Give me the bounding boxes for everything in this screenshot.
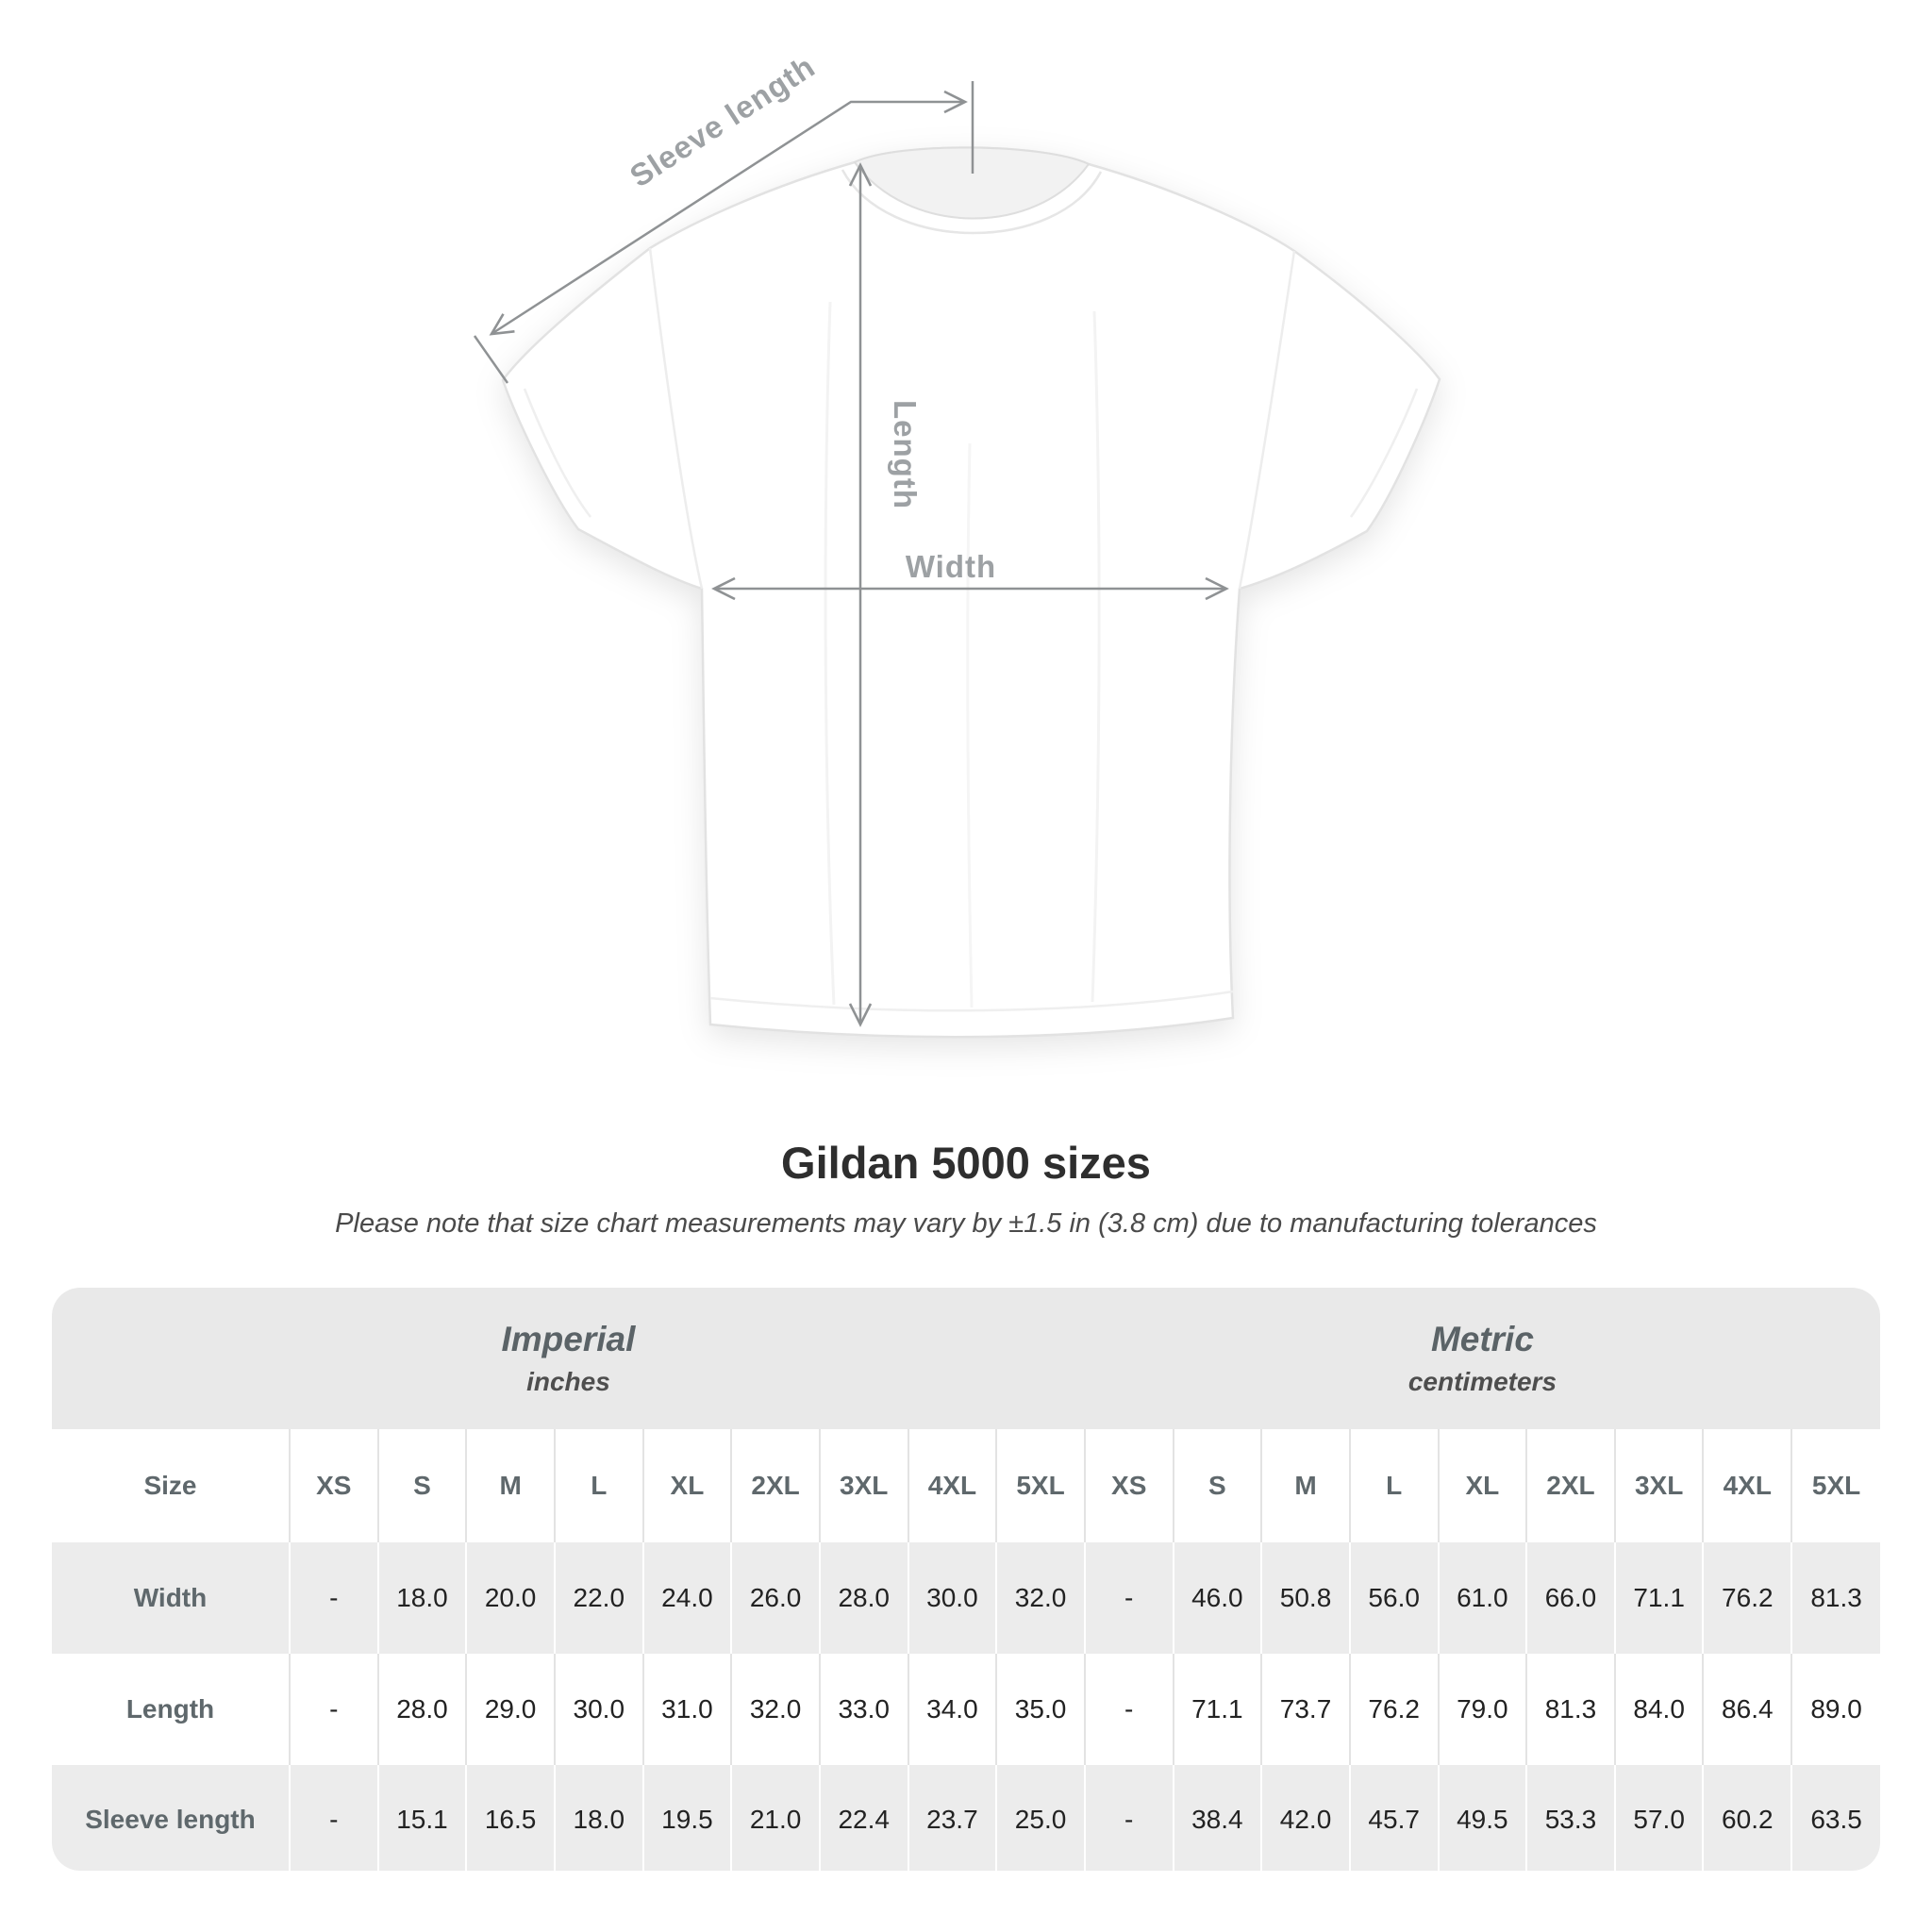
size-col-header: 2XL <box>1525 1429 1615 1542</box>
size-value-cell: - <box>288 1765 378 1871</box>
size-col-header: XS <box>288 1429 378 1542</box>
size-value-cell: 89.0 <box>1790 1654 1880 1765</box>
size-value-cell: 71.1 <box>1172 1654 1262 1765</box>
size-value-cell: 76.2 <box>1348 1654 1439 1765</box>
size-header-row: Size XS S M L XL 2XL 3XL 4XL 5XL XS S M … <box>52 1429 1880 1542</box>
size-chart-table: Imperial inches Metric centimeters Size … <box>52 1288 1880 1871</box>
size-value-cell: 56.0 <box>1348 1542 1439 1654</box>
size-value-cell: 60.2 <box>1702 1765 1792 1871</box>
page-title: Gildan 5000 sizes <box>781 1138 1151 1188</box>
size-value-cell: 33.0 <box>818 1654 908 1765</box>
size-value-cell: 34.0 <box>907 1654 997 1765</box>
size-col-header: XL <box>1437 1429 1527 1542</box>
size-value-cell: 61.0 <box>1437 1542 1527 1654</box>
size-value-cell: 32.0 <box>730 1654 820 1765</box>
size-value-cell: 81.3 <box>1525 1654 1615 1765</box>
tshirt-graphic <box>501 146 1441 1039</box>
size-value-cell: - <box>288 1654 378 1765</box>
size-col-header: L <box>553 1429 643 1542</box>
size-value-cell: - <box>1083 1542 1174 1654</box>
size-value-cell: 76.2 <box>1702 1542 1792 1654</box>
size-value-cell: 73.7 <box>1260 1654 1350 1765</box>
size-value-cell: 32.0 <box>995 1542 1085 1654</box>
size-value-cell: 38.4 <box>1172 1765 1262 1871</box>
size-value-cell: 31.0 <box>641 1654 732 1765</box>
size-col-header: 5XL <box>1790 1429 1880 1542</box>
size-value-cell: 63.5 <box>1790 1765 1880 1871</box>
sleeve-length-label: Sleeve length <box>624 48 821 193</box>
size-value-cell: 49.5 <box>1437 1765 1527 1871</box>
size-value-cell: 24.0 <box>641 1542 732 1654</box>
tshirt-measurement-diagram: Sleeve length Length Width <box>473 48 1441 1039</box>
size-value-cell: 25.0 <box>995 1765 1085 1871</box>
size-column-header: Size <box>52 1429 290 1542</box>
size-value-cell: 46.0 <box>1172 1542 1262 1654</box>
size-value-cell: 79.0 <box>1437 1654 1527 1765</box>
size-col-header: S <box>1172 1429 1262 1542</box>
size-col-header: 5XL <box>995 1429 1085 1542</box>
size-value-cell: 28.0 <box>818 1542 908 1654</box>
size-value-cell: 57.0 <box>1613 1765 1704 1871</box>
size-value-cell: 23.7 <box>907 1765 997 1871</box>
size-value-cell: 21.0 <box>730 1765 820 1871</box>
metric-band-title: Metric <box>1430 1319 1534 1358</box>
size-value-cell: 26.0 <box>730 1542 820 1654</box>
length-label: Length <box>888 400 923 509</box>
size-value-cell: 45.7 <box>1348 1765 1439 1871</box>
size-col-header: 3XL <box>1613 1429 1704 1542</box>
size-col-header: 4XL <box>907 1429 997 1542</box>
size-value-cell: 50.8 <box>1260 1542 1350 1654</box>
imperial-band-title: Imperial <box>501 1319 636 1358</box>
size-col-header: XL <box>641 1429 732 1542</box>
size-value-cell: 71.1 <box>1613 1542 1704 1654</box>
size-value-cell: 28.0 <box>376 1654 467 1765</box>
size-value-cell: - <box>1083 1654 1174 1765</box>
sleeve-length-dimension-line <box>489 90 968 336</box>
table-row-width: Width - 18.0 20.0 22.0 24.0 26.0 28.0 30… <box>52 1542 1880 1654</box>
tolerance-note: Please note that size chart measurements… <box>335 1208 1597 1239</box>
size-value-cell: 20.0 <box>465 1542 555 1654</box>
size-col-header: 4XL <box>1702 1429 1792 1542</box>
row-label: Length <box>52 1654 290 1765</box>
sleeve-dimension-start-tick <box>473 335 509 384</box>
size-col-header: M <box>465 1429 555 1542</box>
unit-band-row: Imperial inches Metric centimeters <box>52 1288 1880 1429</box>
size-value-cell: 66.0 <box>1525 1542 1615 1654</box>
size-col-header: XS <box>1083 1429 1174 1542</box>
size-value-cell: 35.0 <box>995 1654 1085 1765</box>
size-value-cell: 18.0 <box>553 1765 643 1871</box>
size-value-cell: 42.0 <box>1260 1765 1350 1871</box>
size-value-cell: 18.0 <box>376 1542 467 1654</box>
size-value-cell: 29.0 <box>465 1654 555 1765</box>
size-value-cell: - <box>1083 1765 1174 1871</box>
table-row-length: Length - 28.0 29.0 30.0 31.0 32.0 33.0 3… <box>52 1654 1880 1765</box>
size-value-cell: 53.3 <box>1525 1765 1615 1871</box>
size-value-cell: 30.0 <box>907 1542 997 1654</box>
size-col-header: M <box>1260 1429 1350 1542</box>
table-row-sleeve-length: Sleeve length - 15.1 16.5 18.0 19.5 21.0… <box>52 1765 1880 1871</box>
imperial-band: Imperial inches <box>52 1288 1085 1429</box>
size-value-cell: 16.5 <box>465 1765 555 1871</box>
size-value-cell: 30.0 <box>553 1654 643 1765</box>
size-value-cell: 84.0 <box>1613 1654 1704 1765</box>
row-label: Width <box>52 1542 290 1654</box>
size-value-cell: - <box>288 1542 378 1654</box>
size-value-cell: 15.1 <box>376 1765 467 1871</box>
metric-band-unit: centimeters <box>1407 1367 1557 1397</box>
size-value-cell: 86.4 <box>1702 1654 1792 1765</box>
size-col-header: L <box>1348 1429 1439 1542</box>
size-value-cell: 81.3 <box>1790 1542 1880 1654</box>
size-value-cell: 22.4 <box>818 1765 908 1871</box>
width-label: Width <box>906 549 996 584</box>
metric-band: Metric centimeters <box>1084 1288 1880 1429</box>
size-col-header: S <box>376 1429 467 1542</box>
size-value-cell: 22.0 <box>553 1542 643 1654</box>
size-col-header: 3XL <box>818 1429 908 1542</box>
size-value-cell: 19.5 <box>641 1765 732 1871</box>
imperial-band-unit: inches <box>526 1367 610 1397</box>
row-label: Sleeve length <box>52 1765 290 1871</box>
size-col-header: 2XL <box>730 1429 820 1542</box>
